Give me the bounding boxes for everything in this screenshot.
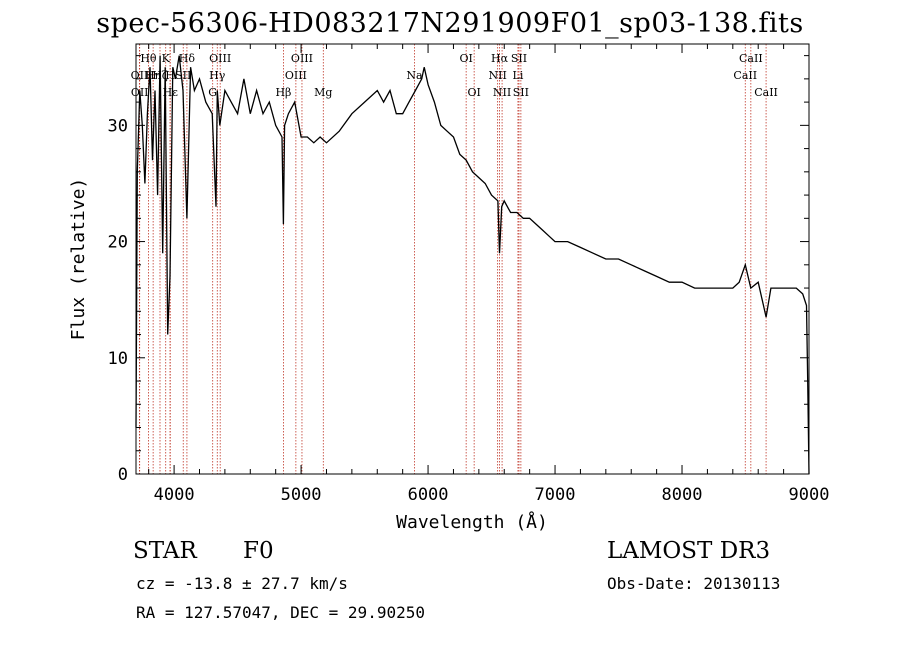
plot-frame <box>135 43 810 475</box>
y-tick-label-0: 0 <box>118 465 128 485</box>
object-class: STAR <box>133 538 197 564</box>
line-label-13: OIII <box>291 52 313 65</box>
y-tick-label-20: 20 <box>108 233 128 253</box>
line-label-7: Hε <box>163 86 179 99</box>
line-label-14: OIII <box>285 69 307 82</box>
line-label-1: OII <box>131 69 149 82</box>
line-label-6: H <box>165 69 175 82</box>
line-label-17: Na <box>406 69 423 82</box>
object-subclass: F0 <box>243 538 274 564</box>
line-label-12: G <box>208 86 217 99</box>
redshift-cz: cz = -13.8 ± 27.7 km/s <box>136 574 348 593</box>
line-label-20: Hα <box>491 52 509 65</box>
line-label-8: Hδ <box>179 52 196 65</box>
line-label-10: OIII <box>209 52 231 65</box>
line-label-23: SII <box>511 52 527 65</box>
spectrum-series-line <box>135 55 810 475</box>
x-tick-label-8000: 8000 <box>662 485 703 505</box>
line-label-24: Li <box>513 69 524 82</box>
chart-title: spec-56306-HD083217N291909F01_sp03-138.f… <box>96 8 804 39</box>
ra-dec-coordinates: RA = 127.57047, DEC = 29.90250 <box>136 603 425 622</box>
line-label-19: OI <box>467 86 480 99</box>
line-label-22: NII <box>493 86 511 99</box>
observation-date: Obs-Date: 20130113 <box>607 574 781 593</box>
line-label-18: OI <box>459 52 472 65</box>
y-tick-label-30: 30 <box>108 116 128 136</box>
y-tick-label-10: 10 <box>108 349 128 369</box>
line-label-9: SII <box>175 69 191 82</box>
line-label-28: CaII <box>754 86 778 99</box>
x-tick-label-7000: 7000 <box>535 485 576 505</box>
line-label-16: Mg <box>314 86 332 99</box>
line-label-11: Hγ <box>209 69 226 82</box>
x-tick-label-9000: 9000 <box>789 485 830 505</box>
x-tick-label-6000: 6000 <box>408 485 449 505</box>
x-tick-label-4000: 4000 <box>154 485 195 505</box>
line-label-5: K <box>162 52 171 65</box>
axis-ticks: 4000 5000 6000 7000 8000 9000 0 10 20 30 <box>108 44 830 505</box>
line-label-26: CaII <box>739 52 763 65</box>
line-label-0: Hθ <box>140 52 157 65</box>
line-label-21: NII <box>488 69 506 82</box>
line-label-15: Hβ <box>275 86 291 99</box>
line-label-27: CaII <box>733 69 757 82</box>
x-tick-label-5000: 5000 <box>281 485 322 505</box>
x-axis-label: Wavelength (Å) <box>396 511 548 533</box>
survey-name: LAMOST DR3 <box>607 538 771 564</box>
line-label-25: SII <box>513 86 529 99</box>
spectral-line-markers <box>139 44 767 474</box>
y-axis-label: Flux (relative) <box>68 178 89 341</box>
